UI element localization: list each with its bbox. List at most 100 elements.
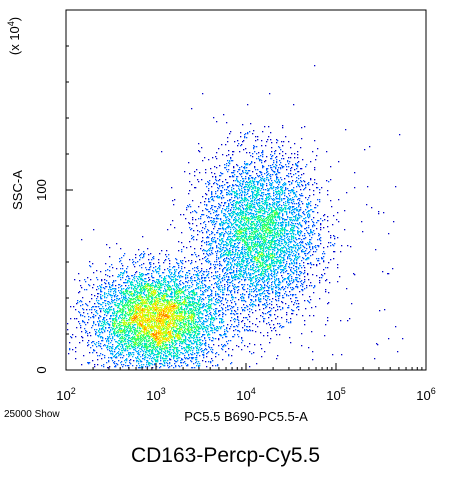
event-dot: [161, 323, 163, 325]
event-dot: [191, 367, 193, 369]
event-dot: [160, 333, 162, 335]
event-dot: [190, 329, 192, 331]
event-dot: [133, 334, 135, 336]
event-dot: [130, 359, 132, 361]
event-dot: [180, 360, 182, 362]
event-dot: [179, 343, 181, 345]
event-dot: [157, 351, 159, 353]
event-dot: [234, 292, 236, 294]
event-dot: [169, 323, 171, 325]
event-dot: [176, 310, 178, 312]
event-dot: [188, 344, 190, 346]
event-dot: [148, 314, 150, 316]
event-dot: [194, 270, 196, 272]
event-dot: [209, 339, 211, 341]
event-dot: [145, 327, 147, 329]
event-dot: [151, 298, 153, 300]
event-dot: [222, 337, 224, 339]
event-dot: [243, 235, 245, 237]
event-dot: [148, 301, 150, 303]
event-dot: [155, 303, 157, 305]
event-dot: [161, 330, 163, 332]
event-dot: [164, 341, 166, 343]
event-dot: [120, 322, 122, 324]
event-dot: [169, 333, 171, 335]
event-dot: [211, 319, 213, 321]
event-dot: [153, 348, 155, 350]
event-dot: [98, 317, 100, 319]
event-dot: [135, 320, 137, 322]
event-dot: [117, 307, 119, 309]
event-dot: [153, 316, 155, 318]
event-dot: [122, 347, 124, 349]
event-dot: [128, 278, 130, 280]
event-dot: [130, 363, 132, 365]
event-dot: [118, 348, 120, 350]
event-dot: [181, 348, 183, 350]
event-dot: [175, 280, 177, 282]
event-dot: [207, 305, 209, 307]
event-dot: [135, 340, 137, 342]
event-dot: [162, 305, 164, 307]
event-dot: [205, 329, 207, 331]
event-dot: [158, 298, 160, 300]
event-dot: [166, 333, 168, 335]
event-dot: [179, 336, 181, 338]
event-dot: [132, 356, 134, 358]
event-dot: [203, 331, 205, 333]
event-dot: [185, 311, 187, 313]
event-dot: [187, 344, 189, 346]
event-dot: [210, 349, 212, 351]
event-dot: [137, 328, 139, 330]
event-dot: [160, 305, 162, 307]
event-dot: [133, 277, 135, 279]
event-dot: [194, 299, 196, 301]
event-dot: [230, 340, 232, 342]
event-dot: [250, 226, 252, 228]
event-dot: [148, 344, 150, 346]
event-dot: [98, 336, 100, 338]
event-dot: [142, 336, 144, 338]
event-dot: [204, 344, 206, 346]
event-dot: [153, 336, 155, 338]
event-dot: [137, 320, 139, 322]
event-dot: [173, 356, 175, 358]
event-dot: [144, 337, 146, 339]
event-dot: [153, 303, 155, 305]
event-dot: [163, 296, 165, 298]
event-dot: [142, 285, 144, 287]
event-dot: [162, 342, 164, 344]
event-dot: [69, 349, 71, 351]
event-dot: [148, 294, 150, 296]
event-dot: [177, 356, 179, 358]
event-dot: [275, 293, 277, 295]
event-dot: [116, 327, 118, 329]
event-dot: [148, 312, 150, 314]
event-dot: [184, 311, 186, 313]
event-dot: [165, 341, 167, 343]
event-dot: [146, 364, 148, 366]
event-dot: [147, 298, 149, 300]
event-dot: [218, 286, 220, 288]
event-dot: [172, 314, 174, 316]
event-dot: [197, 326, 199, 328]
event-dot: [263, 304, 265, 306]
event-dot: [149, 285, 151, 287]
event-dot: [138, 307, 140, 309]
event-dot: [109, 286, 111, 288]
event-dot: [129, 311, 131, 313]
event-dot: [139, 309, 141, 311]
event-dot: [188, 332, 190, 334]
event-dot: [137, 278, 139, 280]
event-dot: [242, 260, 244, 262]
event-dot: [159, 328, 161, 330]
event-dot: [279, 164, 281, 166]
event-dot: [189, 316, 191, 318]
event-dot: [140, 309, 142, 311]
event-dot: [87, 322, 89, 324]
event-dot: [275, 257, 277, 259]
event-dot: [137, 345, 139, 347]
event-dot: [100, 304, 102, 306]
event-dot: [288, 276, 290, 278]
event-dot: [192, 301, 194, 303]
